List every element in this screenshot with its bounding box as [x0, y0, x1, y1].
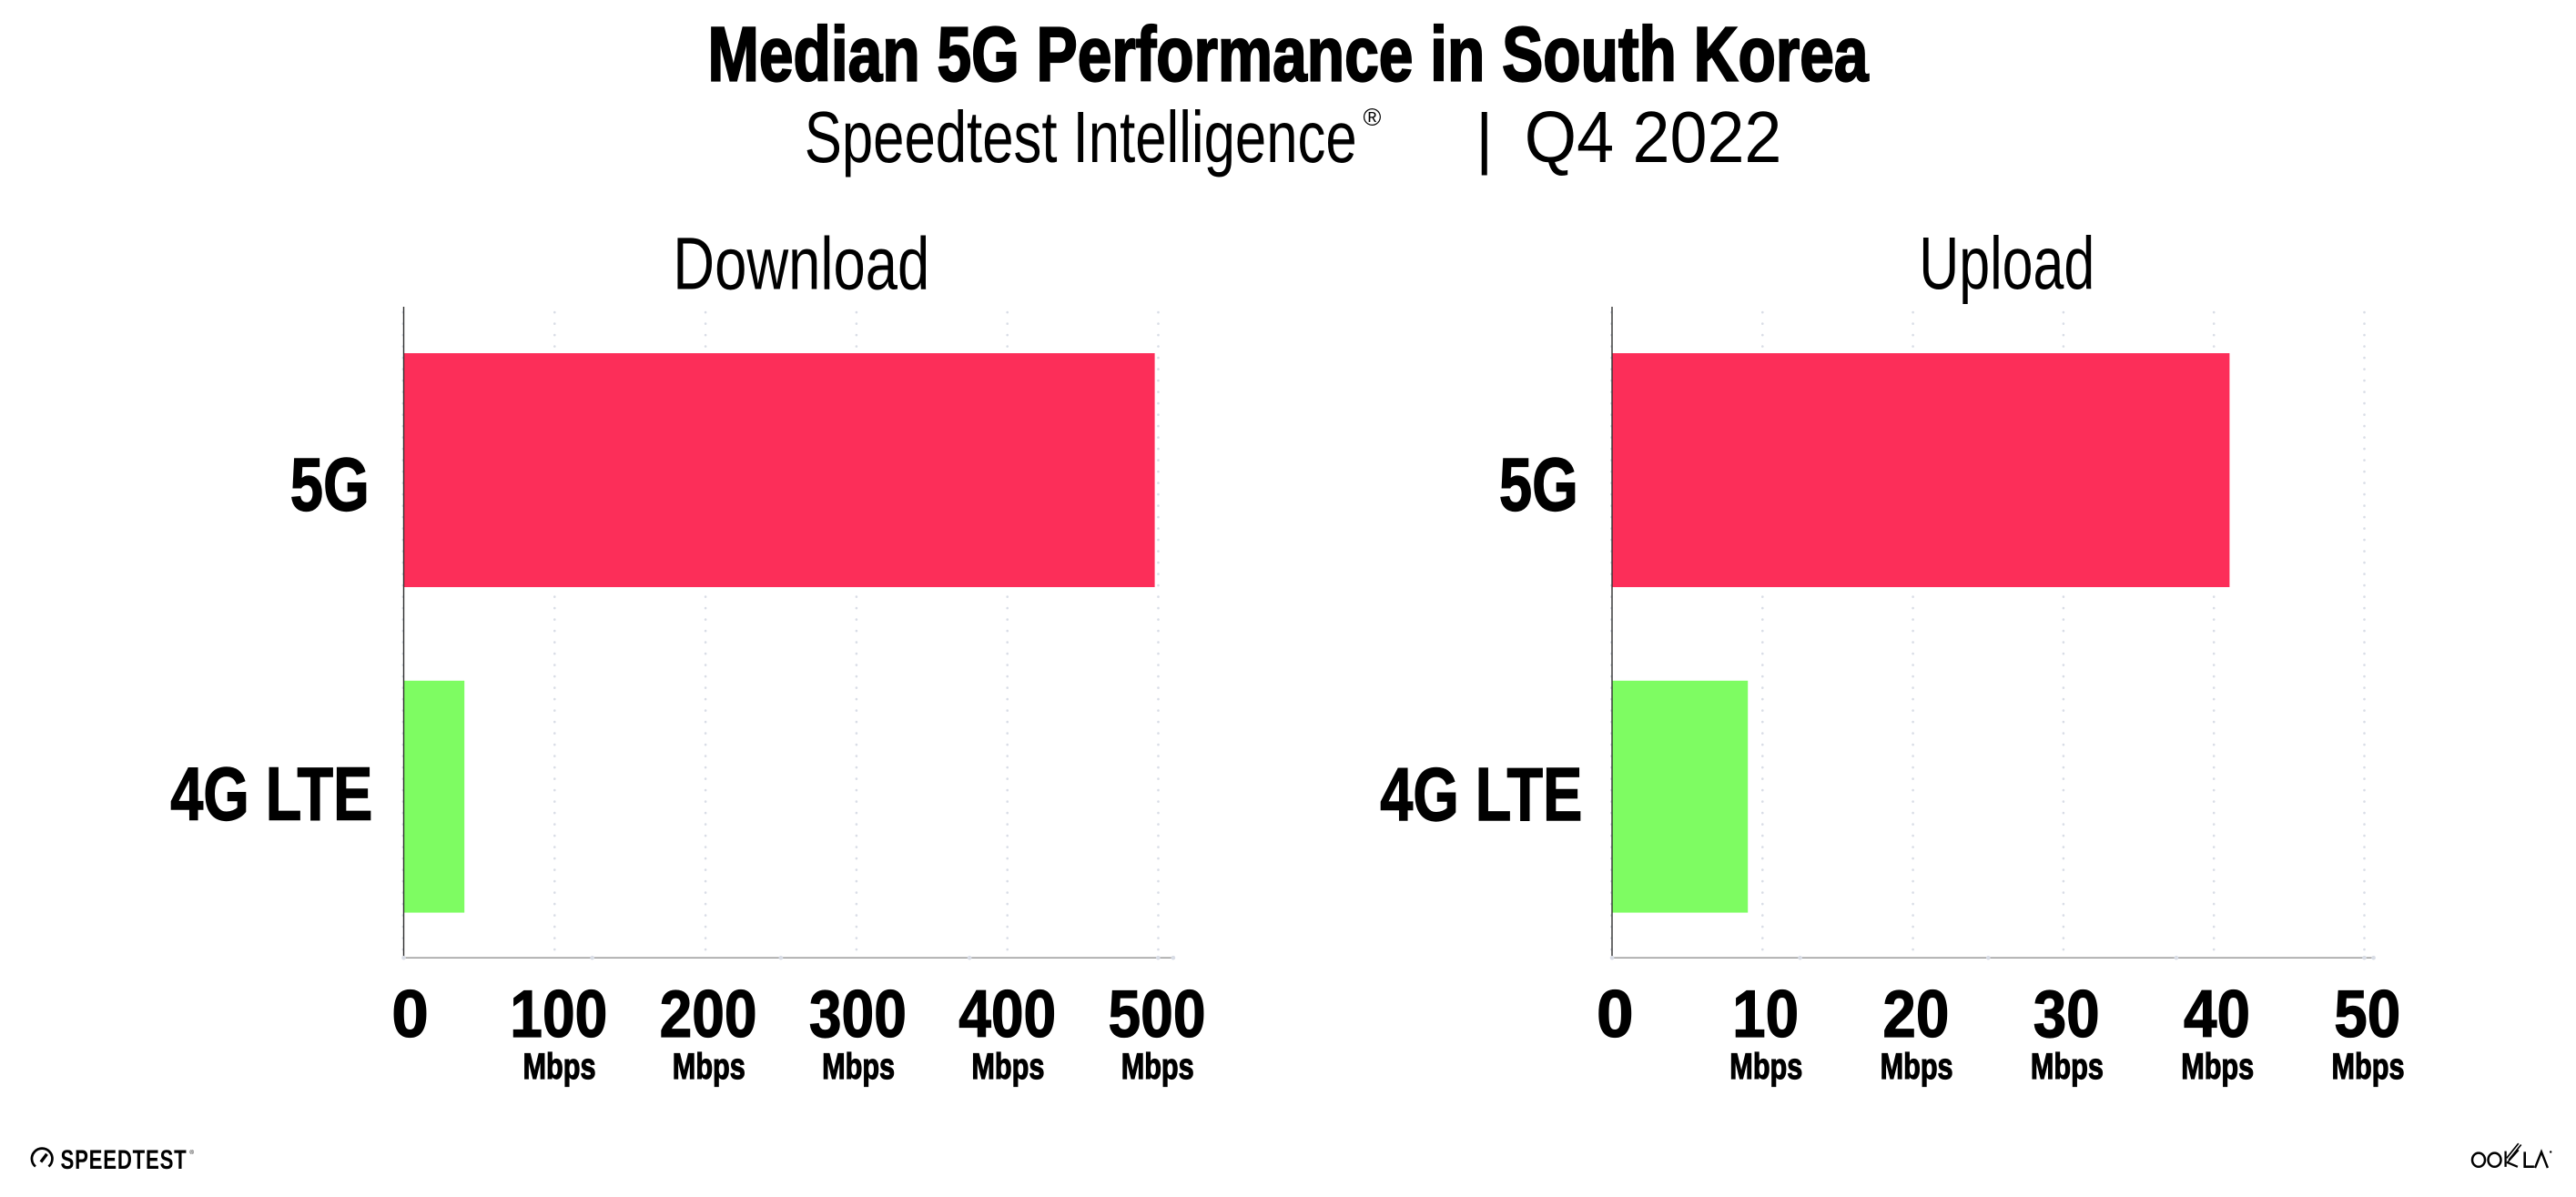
svg-text:5G: 5G	[290, 441, 370, 526]
svg-text:Mbps: Mbps	[1881, 1047, 1953, 1087]
svg-text:20: 20	[1882, 978, 1949, 1051]
svg-text:4G LTE: 4G LTE	[1380, 752, 1582, 837]
svg-text:Mbps: Mbps	[2181, 1047, 2254, 1087]
svg-text:50: 50	[2334, 978, 2400, 1051]
svg-text:Upload: Upload	[1919, 222, 2094, 305]
svg-text:Mbps: Mbps	[2031, 1047, 2104, 1087]
svg-text:30: 30	[2033, 978, 2100, 1051]
svg-text:®: ®	[189, 1149, 194, 1156]
svg-text:40: 40	[2184, 978, 2250, 1051]
svg-text:Mbps: Mbps	[1729, 1047, 1802, 1087]
svg-text:0: 0	[1597, 978, 1634, 1051]
svg-text:100: 100	[510, 978, 607, 1051]
svg-text:SPEEDTEST: SPEEDTEST	[61, 1145, 188, 1175]
svg-text:10: 10	[1732, 978, 1799, 1051]
svg-text:Median 5G Performance in South: Median 5G Performance in South Korea	[708, 12, 1870, 97]
svg-text:Mbps: Mbps	[2332, 1047, 2405, 1087]
svg-text:300: 300	[809, 978, 907, 1051]
svg-text:5G: 5G	[1499, 442, 1578, 527]
svg-text:Mbps: Mbps	[673, 1047, 745, 1087]
svg-text:|: |	[1476, 100, 1493, 176]
svg-text:Q4 2022: Q4 2022	[1525, 96, 1782, 178]
svg-text:0: 0	[391, 978, 429, 1051]
svg-text:Speedtest Intelligence: Speedtest Intelligence	[805, 96, 1357, 178]
svg-text:Download: Download	[673, 223, 929, 306]
svg-text:4G LTE: 4G LTE	[170, 752, 372, 837]
svg-text:®: ®	[1364, 104, 1382, 131]
svg-text:500: 500	[1109, 978, 1206, 1051]
svg-text:Mbps: Mbps	[971, 1047, 1044, 1087]
svg-text:Mbps: Mbps	[822, 1047, 895, 1087]
svg-text:Mbps: Mbps	[523, 1047, 596, 1087]
svg-text:200: 200	[660, 978, 757, 1051]
svg-text:Mbps: Mbps	[1121, 1047, 1194, 1087]
svg-text:400: 400	[958, 978, 1056, 1051]
